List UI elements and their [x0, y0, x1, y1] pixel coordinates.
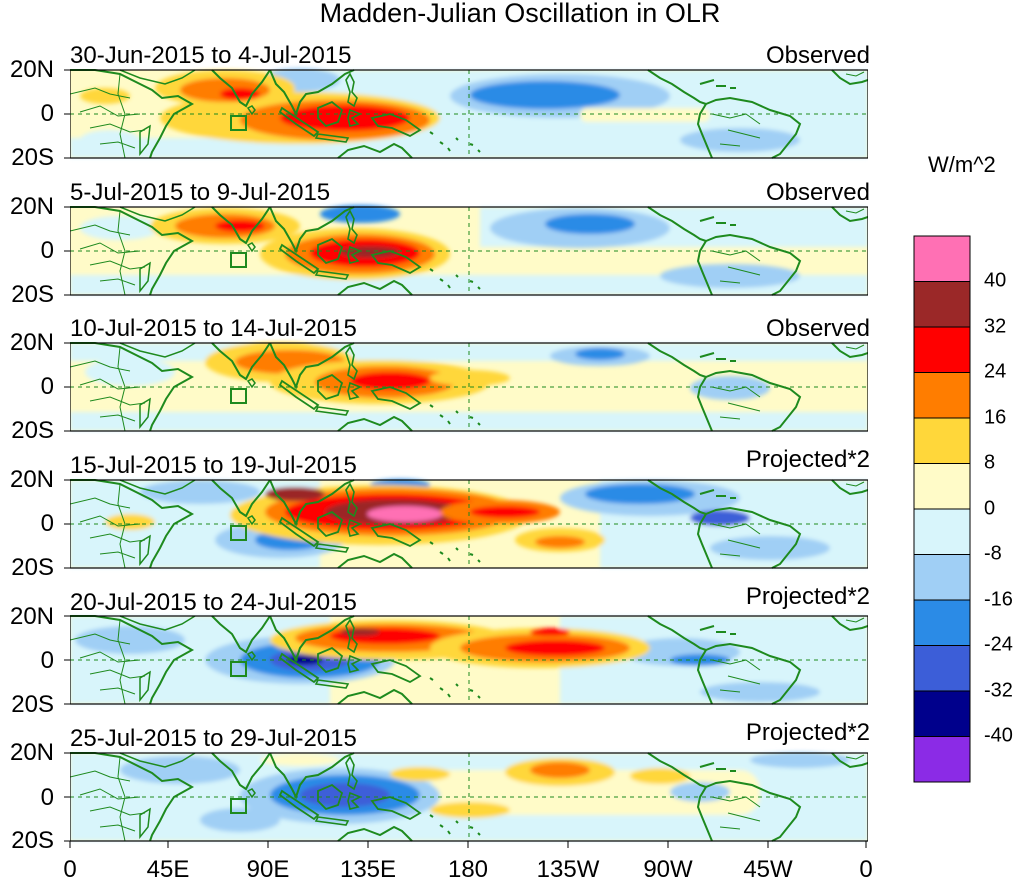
- lat-label-20n: 20N: [9, 603, 54, 630]
- lat-label-20s: 20S: [11, 554, 54, 581]
- lat-label-20n: 20N: [9, 466, 54, 493]
- lon-label: 135E: [339, 856, 397, 883]
- lat-label-20n: 20N: [9, 56, 54, 83]
- colorbar-swatch: [913, 235, 971, 282]
- panel-6-dates: 25-Jul-2015 to 29-Jul-2015: [70, 725, 357, 752]
- lat-label-20n: 20N: [9, 739, 54, 766]
- colorbar-swatch: [913, 463, 971, 510]
- panel-3-dates: 10-Jul-2015 to 14-Jul-2015: [70, 315, 357, 342]
- lat-label-eq: 0: [40, 373, 54, 400]
- lon-label: 45E: [146, 856, 190, 883]
- colorbar-swatch: [913, 326, 971, 373]
- lat-label-20n: 20N: [9, 193, 54, 220]
- colorbar-swatch: [913, 645, 971, 692]
- lat-label-20s: 20S: [11, 144, 54, 171]
- lat-label-20n: 20N: [9, 329, 54, 356]
- colorbar-swatch: [913, 690, 971, 737]
- colorbar-label: 0: [984, 497, 996, 520]
- colorbar-swatch: [913, 281, 971, 328]
- colorbar-label: 24: [984, 360, 1007, 383]
- lat-label-20s: 20S: [11, 691, 54, 718]
- colorbar-label: 8: [984, 451, 996, 474]
- lat-label-20s: 20S: [11, 417, 54, 444]
- panel-2-dates: 5-Jul-2015 to 9-Jul-2015: [70, 179, 331, 206]
- colorbar-swatch: [913, 417, 971, 464]
- panel-4-dates: 15-Jul-2015 to 19-Jul-2015: [70, 452, 357, 479]
- panel-4-type: Projected*2: [745, 446, 870, 473]
- colorbar-label: -40: [984, 724, 1013, 747]
- panel-1-map: [70, 68, 868, 159]
- panel-6-map: [70, 752, 868, 842]
- lon-label: 0: [63, 856, 77, 883]
- panel-2-type: Observed: [765, 179, 870, 206]
- lat-label-eq: 0: [40, 510, 54, 537]
- panel-3-map: [70, 342, 868, 432]
- lat-label-20s: 20S: [11, 281, 54, 308]
- colorbar-swatch: [913, 372, 971, 419]
- panel-5-type: Projected*2: [745, 583, 870, 610]
- tick-marks: [64, 69, 867, 848]
- colorbar-swatch: [913, 554, 971, 601]
- colorbar-label: 32: [984, 315, 1007, 338]
- panel-6-type: Projected*2: [745, 719, 870, 746]
- lon-label: 90E: [246, 856, 290, 883]
- panel-3-type: Observed: [765, 315, 870, 342]
- panel-1-dates: 30-Jun-2015 to 4-Jul-2015: [70, 42, 352, 69]
- colorbar-label: 40: [984, 269, 1007, 292]
- colorbar-label: -32: [984, 679, 1013, 702]
- lon-label: 0: [859, 856, 873, 883]
- lon-label: 45W: [743, 856, 793, 883]
- panel-2-map: [70, 205, 868, 296]
- colorbar-swatch: [913, 736, 971, 783]
- lat-label-eq: 0: [40, 100, 54, 127]
- colorbar-label: -24: [984, 633, 1013, 656]
- lat-label-20s: 20S: [11, 827, 54, 854]
- panel-5-map: [70, 615, 868, 705]
- lat-label-eq: 0: [40, 784, 54, 811]
- lat-label-eq: 0: [40, 647, 54, 674]
- panel-5-dates: 20-Jul-2015 to 24-Jul-2015: [70, 589, 357, 616]
- colorbar: [913, 235, 971, 783]
- lon-label: 135W: [536, 856, 600, 883]
- colorbar-swatch: [913, 508, 971, 555]
- colorbar-swatch: [913, 599, 971, 646]
- colorbar-label: -16: [984, 588, 1013, 611]
- lon-label: 90W: [643, 856, 693, 883]
- lat-label-eq: 0: [40, 237, 54, 264]
- panel-4-map: [70, 479, 868, 569]
- figure-title: Madden-Julian Oscillation in OLR: [319, 0, 721, 28]
- colorbar-label: -8: [984, 542, 1002, 565]
- panel-1-type: Observed: [765, 42, 870, 69]
- colorbar-units: W/m^2: [928, 152, 996, 177]
- lon-label: 180: [447, 856, 489, 883]
- colorbar-label: 16: [984, 406, 1007, 429]
